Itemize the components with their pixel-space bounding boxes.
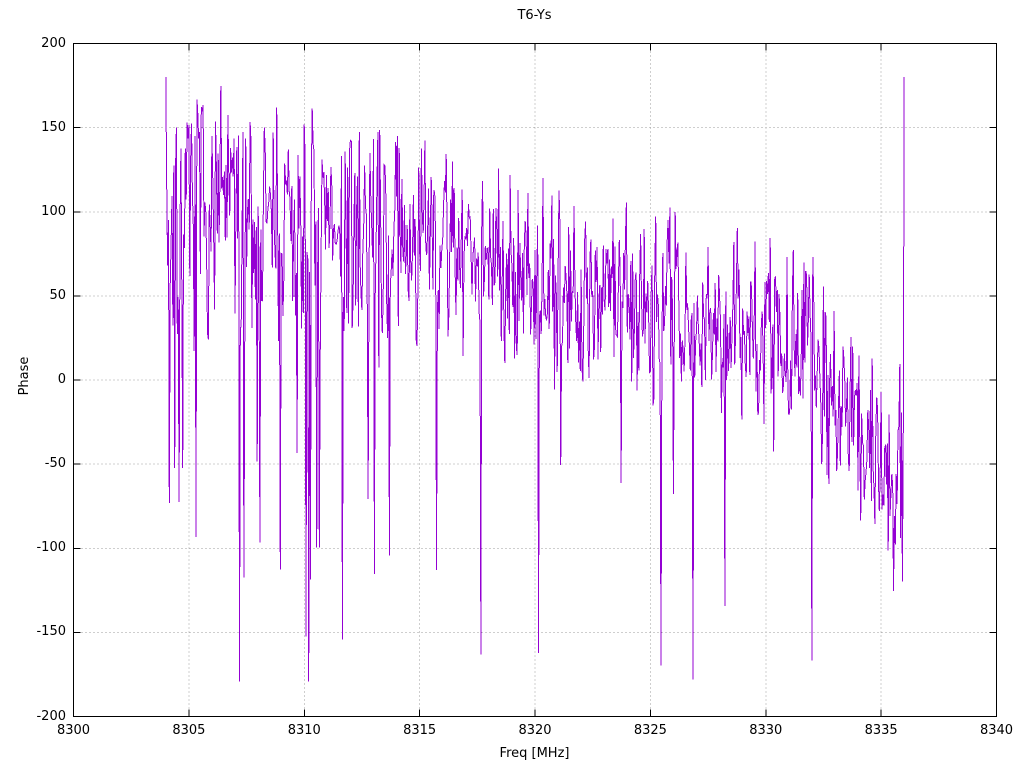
y-tick-label: -150 xyxy=(36,624,66,640)
y-tick-label: 0 xyxy=(57,372,66,387)
x-tick-label: 8325 xyxy=(633,723,667,738)
x-axis-label: Freq [MHz] xyxy=(499,746,570,761)
phase-trace xyxy=(165,77,905,682)
x-tick-label: 8315 xyxy=(403,723,437,738)
y-tick-label: 100 xyxy=(41,203,66,219)
x-tick-label: 8305 xyxy=(172,723,206,738)
x-tick-label: 8330 xyxy=(749,723,783,738)
x-tick-label: 8335 xyxy=(864,723,898,738)
y-tick-label: 150 xyxy=(41,119,66,135)
y-tick-label: -100 xyxy=(36,540,66,556)
x-tick-label: 8320 xyxy=(518,723,552,738)
x-tick-label: 8300 xyxy=(56,723,91,738)
y-tick-label: 200 xyxy=(41,35,66,51)
chart-title: T6-Ys xyxy=(517,8,552,23)
y-tick-label: -50 xyxy=(44,456,66,472)
y-tick-label: 50 xyxy=(49,287,66,303)
y-tick-label: -200 xyxy=(36,708,66,724)
x-tick-label: 8340 xyxy=(979,723,1014,738)
plot-border xyxy=(73,43,997,717)
x-tick-label: 8310 xyxy=(287,723,321,738)
